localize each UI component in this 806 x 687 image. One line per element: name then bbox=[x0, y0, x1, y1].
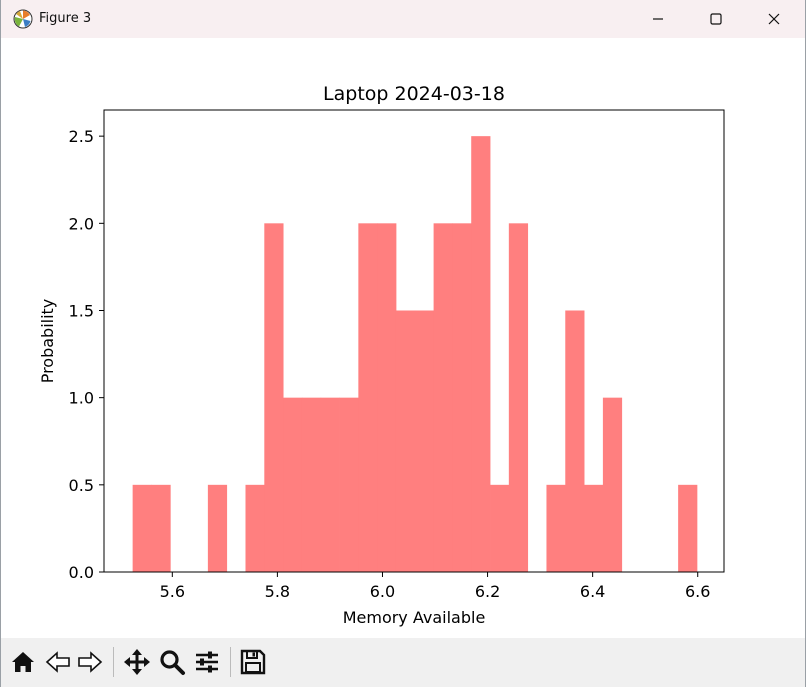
save-button[interactable] bbox=[237, 646, 269, 678]
home-icon bbox=[12, 652, 34, 672]
histogram-chart: 5.6 5.8 6.0 6.2 6.4 6.6 0.0 0.5 1.0 1.5 2.0 2.5 La… bbox=[38, 83, 725, 627]
chart-canvas[interactable]: 5.6 5.8 6.0 6.2 6.4 6.6 0.0 0.5 1.0 1.5 2.0 2.5 La… bbox=[1, 38, 806, 638]
histogram-bar bbox=[433, 223, 453, 573]
histogram-bar bbox=[245, 484, 265, 572]
configure-subplots-icon bbox=[196, 651, 218, 673]
x-tick-label: 6.2 bbox=[475, 582, 500, 601]
histogram-bar bbox=[452, 223, 472, 573]
histogram-bar bbox=[546, 484, 566, 572]
chart-title: Laptop 2024-03-18 bbox=[323, 83, 505, 105]
histogram-bar bbox=[414, 310, 434, 572]
close-icon bbox=[768, 13, 780, 25]
back-button[interactable] bbox=[42, 646, 74, 678]
window-title: Figure 3 bbox=[39, 11, 92, 26]
histogram-bar bbox=[678, 484, 698, 572]
histogram-bar bbox=[395, 310, 416, 572]
y-tick-label: 1.0 bbox=[69, 389, 94, 408]
histogram-bar bbox=[283, 397, 303, 572]
histogram-bar bbox=[508, 223, 529, 573]
histogram-bar bbox=[320, 397, 340, 572]
x-tick-label: 5.6 bbox=[160, 582, 185, 601]
zoom-button[interactable] bbox=[156, 646, 188, 678]
x-axis-label: Memory Available bbox=[343, 608, 486, 627]
y-tick-label: 1.5 bbox=[69, 301, 94, 320]
histogram-bar bbox=[132, 484, 152, 572]
bars-group bbox=[132, 136, 698, 573]
histogram-bar bbox=[264, 223, 284, 573]
histogram-bar bbox=[207, 484, 228, 572]
minimize-icon bbox=[653, 18, 663, 20]
x-ticks-group: 5.6 5.8 6.0 6.2 6.4 6.6 bbox=[160, 572, 710, 601]
title-bar: Figure 3 bbox=[1, 0, 805, 38]
toolbar-separator bbox=[113, 647, 114, 677]
histogram-bar bbox=[339, 397, 359, 572]
y-axis-label: Probability bbox=[38, 299, 57, 384]
x-tick-label: 6.6 bbox=[685, 582, 710, 601]
y-tick-label: 0.0 bbox=[69, 563, 94, 582]
y-tick-label: 0.5 bbox=[69, 476, 94, 495]
x-tick-label: 6.4 bbox=[580, 582, 605, 601]
navigation-toolbar bbox=[1, 638, 805, 687]
zoom-icon bbox=[160, 650, 185, 675]
configure-subplots-button[interactable] bbox=[191, 646, 223, 678]
forward-icon bbox=[78, 651, 103, 673]
toolbar-separator bbox=[230, 647, 231, 677]
close-button[interactable] bbox=[745, 0, 803, 38]
histogram-bar bbox=[602, 397, 623, 572]
plot-frame bbox=[103, 109, 725, 573]
maximize-button[interactable] bbox=[687, 0, 745, 38]
pan-button[interactable] bbox=[121, 646, 153, 678]
home-button[interactable] bbox=[7, 646, 39, 678]
histogram-bar bbox=[358, 223, 378, 573]
histogram-bar bbox=[565, 310, 585, 572]
y-tick-label: 2.5 bbox=[69, 127, 94, 146]
x-tick-label: 5.8 bbox=[265, 582, 290, 601]
matplotlib-icon bbox=[13, 9, 33, 29]
maximize-icon bbox=[710, 13, 722, 25]
histogram-bar bbox=[151, 484, 171, 572]
save-icon bbox=[240, 649, 266, 675]
histogram-bar bbox=[301, 397, 322, 572]
histogram-bar bbox=[584, 484, 604, 572]
minimize-button[interactable] bbox=[629, 0, 687, 38]
back-icon bbox=[45, 651, 70, 673]
histogram-bar bbox=[471, 136, 491, 572]
y-tick-label: 2.0 bbox=[69, 214, 94, 233]
histogram-bar bbox=[490, 484, 510, 572]
forward-button[interactable] bbox=[74, 646, 106, 678]
y-ticks-group: 0.0 0.5 1.0 1.5 2.0 2.5 bbox=[69, 127, 104, 582]
pan-icon bbox=[124, 649, 150, 675]
x-tick-label: 6.0 bbox=[370, 582, 395, 601]
histogram-bar bbox=[377, 223, 397, 573]
